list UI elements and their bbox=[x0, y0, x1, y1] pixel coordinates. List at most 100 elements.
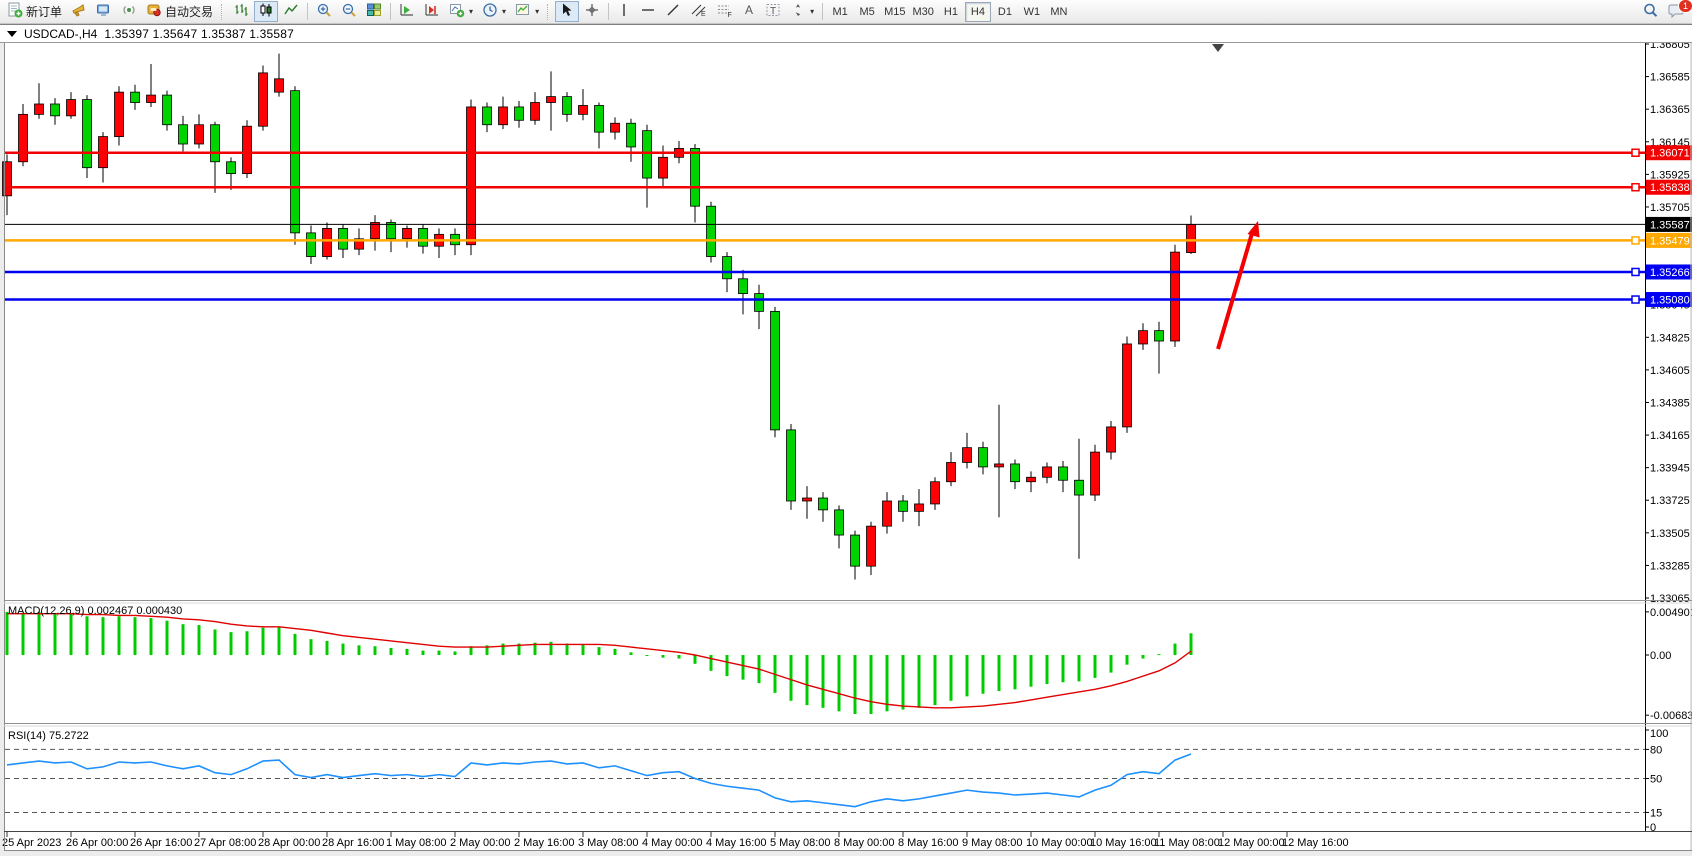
channel-tool-button[interactable]: E bbox=[686, 1, 711, 22]
bear-candle bbox=[754, 293, 764, 312]
line-handle[interactable] bbox=[1631, 267, 1640, 277]
macd-histogram-bar bbox=[373, 646, 377, 655]
zoom-in-button[interactable] bbox=[312, 1, 336, 22]
horizontal-lines-layer[interactable] bbox=[5, 148, 1645, 304]
strategy-test-button[interactable] bbox=[395, 1, 419, 22]
macd-histogram-bar bbox=[405, 648, 409, 655]
bear-candle bbox=[1058, 466, 1068, 481]
macd-histogram-bar bbox=[581, 644, 585, 655]
cursor-button[interactable] bbox=[555, 1, 580, 22]
bear-candle bbox=[770, 310, 780, 431]
step-forward-button[interactable] bbox=[420, 1, 444, 22]
bear-candle bbox=[626, 122, 636, 148]
macd-histogram-bar bbox=[245, 631, 249, 655]
time-tick-label: 26 Apr 00:00 bbox=[66, 837, 128, 849]
time-tick-label: 12 May 16:00 bbox=[1282, 837, 1349, 849]
timeframe-h4-button[interactable]: H4 bbox=[964, 1, 991, 22]
dropdown-caret-icon: ▾ bbox=[469, 7, 474, 16]
price-tick-label: 1.36365 bbox=[1650, 104, 1690, 116]
timeframe-mn-button[interactable]: MN bbox=[1046, 2, 1072, 22]
time-tick-label: 4 May 00:00 bbox=[642, 837, 703, 849]
rsi-panel: RSI(14) 75.2722 100 80 50 15 0 bbox=[5, 728, 1668, 834]
macd-histogram-bar bbox=[389, 647, 393, 655]
horizontal-line-tool-button[interactable] bbox=[636, 1, 660, 22]
notifications-button[interactable]: 1 bbox=[1664, 0, 1692, 22]
line-handle[interactable] bbox=[1631, 236, 1640, 245]
line-handle[interactable] bbox=[1631, 182, 1640, 192]
new-order-button[interactable]: 新订单 bbox=[3, 1, 66, 22]
zoom-out-button[interactable] bbox=[337, 1, 361, 22]
chart-shift-marker bbox=[1212, 44, 1224, 52]
signals-button[interactable] bbox=[117, 1, 141, 22]
bear-candle bbox=[50, 103, 60, 117]
label-tool-button[interactable]: T bbox=[761, 1, 785, 22]
bull-candle bbox=[962, 447, 972, 463]
bull-candle bbox=[1186, 224, 1196, 253]
arrow-annotation[interactable] bbox=[1216, 221, 1260, 350]
chart-window-header: USDCAD-,H4 1.35397 1.35647 1.35387 1.355… bbox=[0, 24, 1692, 43]
search-button[interactable] bbox=[1638, 1, 1663, 22]
timeframe-m15-button[interactable]: M15 bbox=[881, 2, 908, 22]
chart-background bbox=[4, 42, 1691, 851]
autotrading-button[interactable]: 自动交易 bbox=[142, 1, 217, 22]
template-button[interactable]: ▾ bbox=[511, 1, 543, 22]
svg-text:A: A bbox=[745, 3, 753, 17]
timeframe-d1-button[interactable]: D1 bbox=[992, 2, 1018, 22]
add-indicator-button[interactable]: ▾ bbox=[445, 1, 477, 22]
dropdown-caret-icon: ▾ bbox=[502, 7, 507, 16]
bear-candle bbox=[338, 228, 348, 250]
bear-candle bbox=[178, 124, 188, 145]
terminal-icon bbox=[96, 2, 112, 21]
time-tick-label: 2 May 16:00 bbox=[514, 837, 575, 849]
timeframe-m30-button[interactable]: M30 bbox=[910, 2, 937, 22]
bull-candle bbox=[2, 161, 12, 197]
macd-histogram-bar bbox=[1093, 655, 1097, 678]
market-watch-button[interactable] bbox=[67, 1, 91, 22]
price-badge-label: 1.35080 bbox=[1650, 295, 1690, 307]
price-badge bbox=[1646, 179, 1692, 195]
bear-candle bbox=[290, 90, 300, 234]
trend-arrow-head[interactable] bbox=[1247, 221, 1260, 238]
chart-menu-icon[interactable] bbox=[7, 30, 17, 37]
bull-candle bbox=[866, 525, 876, 567]
indicator-plus-icon bbox=[449, 2, 465, 21]
candlestick-type-button[interactable] bbox=[254, 1, 279, 22]
timeframe-m5-button[interactable]: M5 bbox=[854, 2, 880, 22]
vertical-line-tool-button[interactable] bbox=[613, 1, 635, 22]
macd-histogram-bar bbox=[533, 642, 537, 655]
bar-chart-type-button[interactable] bbox=[229, 1, 253, 22]
trend-arrow-line[interactable] bbox=[1216, 229, 1255, 350]
text-label-icon: T bbox=[765, 2, 781, 21]
bull-candle bbox=[114, 91, 124, 137]
macd-histogram-bar bbox=[85, 616, 89, 655]
bull-candle bbox=[146, 94, 156, 103]
tile-windows-button[interactable] bbox=[362, 1, 386, 22]
time-tick-label: 9 May 08:00 bbox=[962, 837, 1023, 849]
timeframe-m1-button[interactable]: M1 bbox=[827, 2, 853, 22]
timeframe-h1-button[interactable]: H1 bbox=[938, 2, 964, 22]
text-tool-button[interactable]: A bbox=[738, 1, 760, 22]
trendline-icon bbox=[665, 2, 681, 21]
macd-signal-line bbox=[7, 612, 1192, 709]
price-badge bbox=[1646, 232, 1692, 248]
fibonacci-tool-button[interactable]: F bbox=[712, 1, 737, 22]
bear-candle bbox=[130, 91, 140, 103]
time-tick-label: 28 Apr 00:00 bbox=[258, 837, 320, 849]
arrows-tool-button[interactable]: ▾ bbox=[786, 1, 818, 22]
trendline-tool-button[interactable] bbox=[661, 1, 685, 22]
crosshair-button[interactable] bbox=[580, 1, 604, 22]
line-handle[interactable] bbox=[1631, 295, 1640, 304]
macd-histogram-bar bbox=[613, 648, 617, 655]
toolbar-separator bbox=[307, 3, 309, 20]
line-handle[interactable] bbox=[1631, 148, 1640, 157]
bear-candle bbox=[306, 232, 316, 257]
macd-histogram-bar bbox=[901, 655, 905, 710]
line-chart-type-button[interactable] bbox=[279, 1, 303, 22]
time-axis: 25 Apr 2023 26 Apr 00:00 26 Apr 16:00 27 Ap… bbox=[2, 832, 1349, 849]
bear-candle bbox=[786, 429, 796, 502]
terminal-button[interactable] bbox=[92, 1, 116, 22]
bull-candle bbox=[1090, 451, 1100, 496]
period-button[interactable]: ▾ bbox=[478, 1, 510, 22]
timeframe-w1-button[interactable]: W1 bbox=[1019, 2, 1045, 22]
